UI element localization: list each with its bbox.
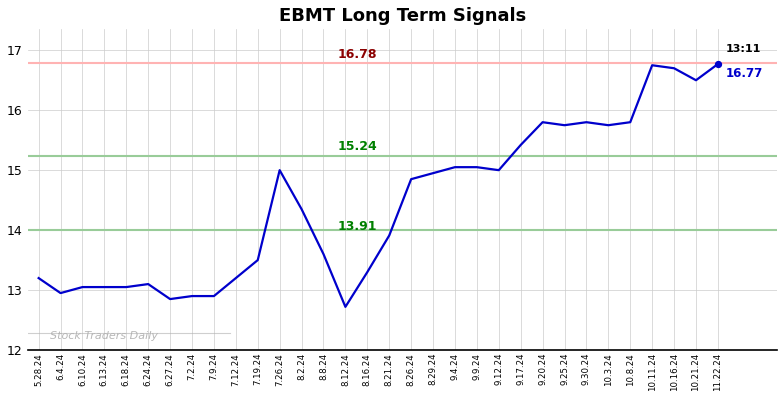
- Text: 13:11: 13:11: [725, 44, 761, 54]
- Text: 16.77: 16.77: [725, 67, 763, 80]
- Point: [712, 61, 724, 67]
- Title: EBMT Long Term Signals: EBMT Long Term Signals: [279, 7, 526, 25]
- Text: 13.91: 13.91: [338, 220, 377, 233]
- Text: Stock Traders Daily: Stock Traders Daily: [49, 331, 158, 341]
- Text: 15.24: 15.24: [338, 140, 377, 153]
- Text: 16.78: 16.78: [338, 48, 377, 61]
